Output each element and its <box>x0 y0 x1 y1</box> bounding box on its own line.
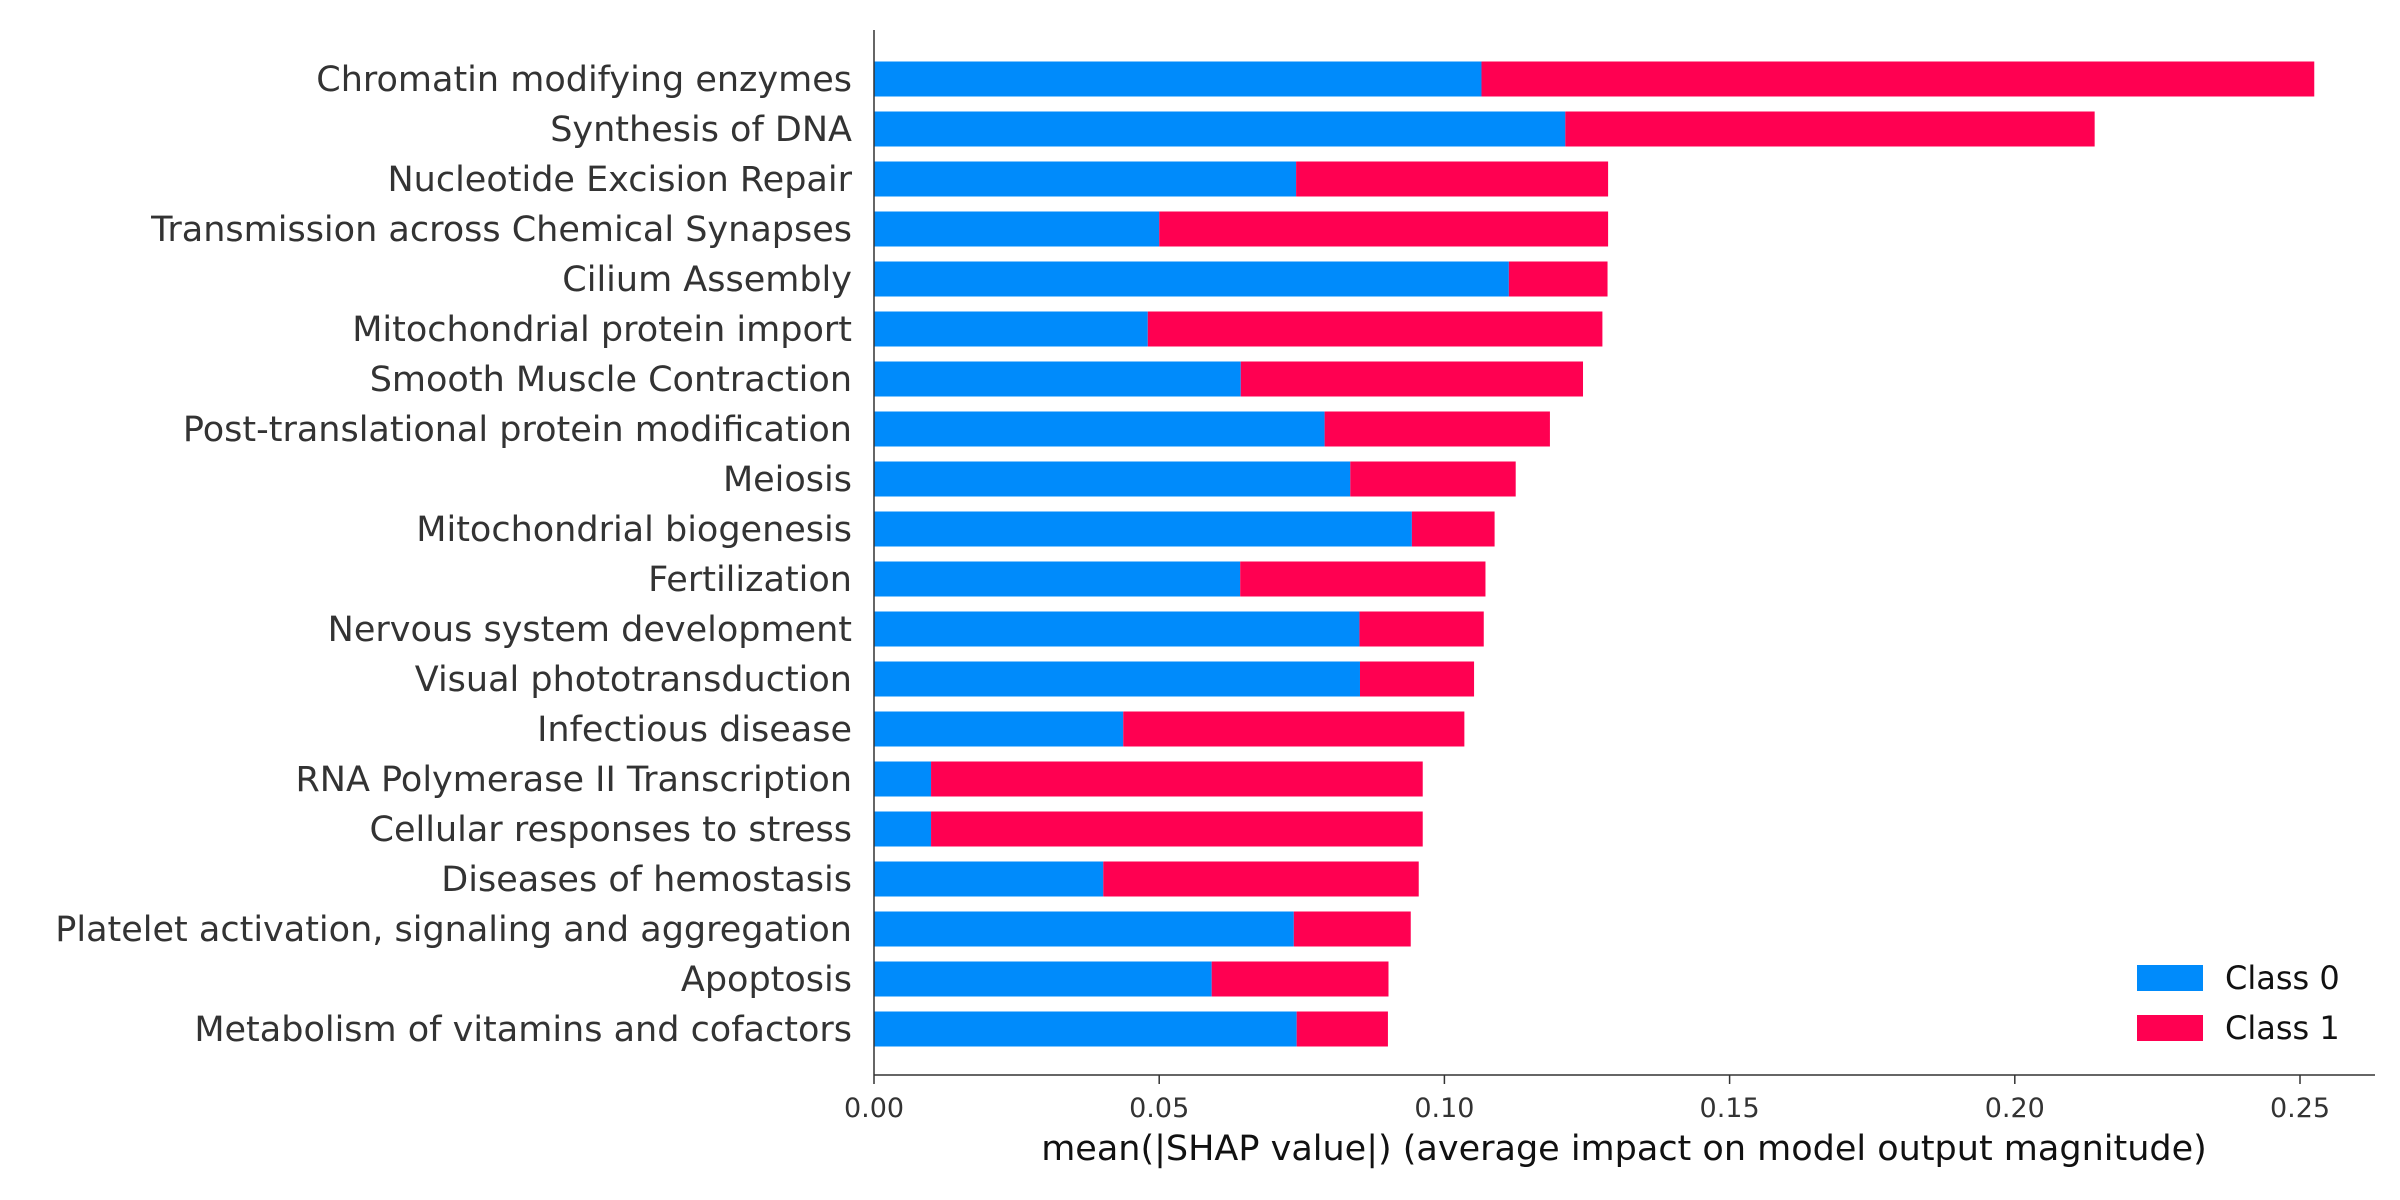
bar-class0-0 <box>874 61 1482 97</box>
bar-class1-1 <box>1565 111 2095 147</box>
bar-class1-13 <box>1123 711 1465 747</box>
legend: Class 0 Class 1 <box>2137 959 2340 1047</box>
category-label: Mitochondrial biogenesis <box>416 510 852 550</box>
category-label: Smooth Muscle Contraction <box>370 360 852 400</box>
category-labels-group: Chromatin modifying enzymes Synthesis of … <box>55 60 852 1050</box>
category-label: RNA Polymerase II Transcription <box>295 760 852 800</box>
bar-class1-12 <box>1359 661 1475 697</box>
category-label: Cilium Assembly <box>562 260 852 300</box>
category-label: Post-translational protein modification <box>183 410 852 450</box>
category-label: Platelet activation, signaling and aggre… <box>55 910 852 950</box>
bar-class0-5 <box>874 311 1148 347</box>
legend-label: Class 1 <box>2225 1009 2340 1047</box>
bar-class1-4 <box>1508 261 1608 297</box>
legend-label: Class 0 <box>2225 959 2340 997</box>
bar-class1-14 <box>931 761 1423 797</box>
bar-class0-17 <box>874 911 1294 947</box>
x-tick-label: 0.25 <box>2270 1093 2330 1124</box>
bar-class1-9 <box>1411 511 1495 547</box>
category-label: Infectious disease <box>537 710 852 750</box>
bar-class1-18 <box>1211 961 1389 997</box>
category-label: Transmission across Chemical Synapses <box>150 210 852 250</box>
bar-class0-15 <box>874 811 932 847</box>
bar-class1-17 <box>1293 911 1411 947</box>
category-label: Nervous system development <box>328 610 852 650</box>
bar-class0-2 <box>874 161 1297 197</box>
bar-class0-4 <box>874 261 1509 297</box>
bar-class0-13 <box>874 711 1124 747</box>
bar-class0-11 <box>874 611 1360 647</box>
bar-class0-6 <box>874 361 1241 397</box>
bar-class0-8 <box>874 461 1351 497</box>
x-tick-label: 0.10 <box>1414 1093 1474 1124</box>
bar-class0-12 <box>874 661 1360 697</box>
category-label: Mitochondrial protein import <box>352 310 852 350</box>
category-label: Metabolism of vitamins and cofactors <box>194 1010 852 1050</box>
bar-class1-2 <box>1296 161 1609 197</box>
bar-class0-10 <box>874 561 1241 597</box>
x-axis-label: mean(|SHAP value|) (average impact on mo… <box>1041 1129 2207 1169</box>
bar-class1-15 <box>931 811 1423 847</box>
bar-class0-14 <box>874 761 932 797</box>
bar-class0-9 <box>874 511 1412 547</box>
bar-class1-16 <box>1103 861 1419 897</box>
bar-class0-1 <box>874 111 1566 147</box>
bar-class0-7 <box>874 411 1325 447</box>
bar-class1-8 <box>1350 461 1516 497</box>
bar-class1-0 <box>1481 61 2315 97</box>
bar-class1-7 <box>1324 411 1550 447</box>
category-label: Cellular responses to stress <box>370 810 852 850</box>
legend-swatch <box>2137 965 2203 991</box>
x-tick-label: 0.20 <box>1985 1093 2045 1124</box>
category-label: Fertilization <box>648 560 852 600</box>
bar-class1-19 <box>1296 1011 1388 1047</box>
bar-class0-18 <box>874 961 1212 997</box>
bar-class0-3 <box>874 211 1160 247</box>
category-label: Chromatin modifying enzymes <box>316 60 852 100</box>
bar-class0-19 <box>874 1011 1297 1047</box>
category-label: Visual phototransduction <box>415 660 852 700</box>
bar-class1-10 <box>1240 561 1486 597</box>
x-ticks-group: 0.00 0.05 0.10 0.15 0.20 0.25 <box>844 1075 2330 1124</box>
category-label: Meiosis <box>723 460 852 500</box>
bar-class1-3 <box>1159 211 1609 247</box>
category-label: Synthesis of DNA <box>550 110 852 150</box>
category-label: Nucleotide Excision Repair <box>387 160 852 200</box>
category-label: Apoptosis <box>681 960 852 1000</box>
x-tick-label: 0.05 <box>1129 1093 1189 1124</box>
x-tick-label: 0.15 <box>1700 1093 1760 1124</box>
bars-group <box>874 61 2315 1047</box>
category-label: Diseases of hemostasis <box>441 860 852 900</box>
bar-class0-16 <box>874 861 1104 897</box>
bar-class1-6 <box>1240 361 1584 397</box>
x-tick-label: 0.00 <box>844 1093 904 1124</box>
bar-class1-11 <box>1359 611 1484 647</box>
bar-class1-5 <box>1147 311 1603 347</box>
legend-swatch <box>2137 1015 2203 1041</box>
